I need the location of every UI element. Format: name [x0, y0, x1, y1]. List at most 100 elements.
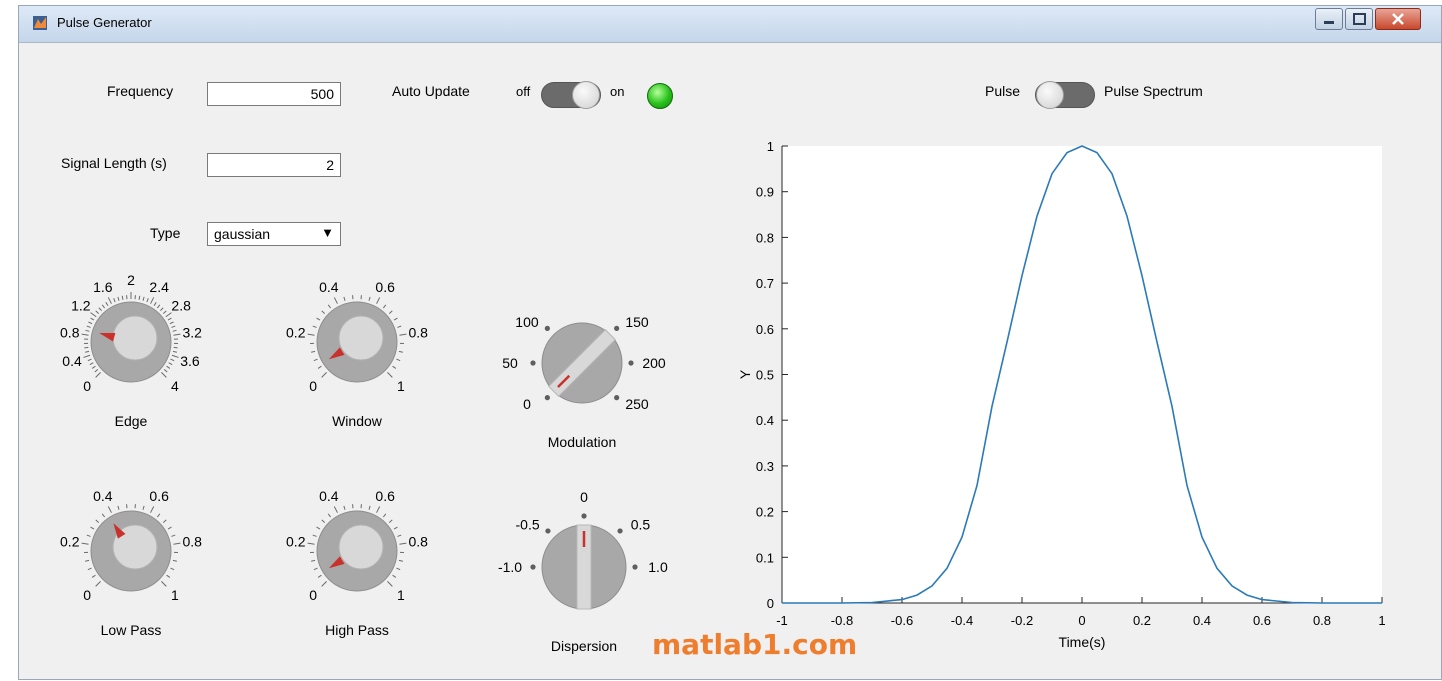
- knob-tick: [369, 297, 370, 301]
- x-tick-label: 1: [1378, 613, 1385, 628]
- knob-tick: [314, 568, 318, 570]
- maximize-icon: [1346, 9, 1372, 29]
- knob-tick-label: 0.8: [409, 533, 429, 549]
- knob-tick: [102, 514, 104, 517]
- knob-tick: [313, 326, 317, 327]
- switch-dot: [632, 564, 637, 569]
- knob-tick: [167, 366, 170, 368]
- knob-tick: [87, 326, 91, 327]
- knob-tick-label: 3.6: [180, 353, 200, 369]
- knob-tick: [377, 297, 380, 303]
- knob-tick: [161, 581, 166, 586]
- knob-tick: [157, 514, 159, 517]
- x-tick-label: 0.6: [1253, 613, 1271, 628]
- knob-tick-label: 0.6: [375, 279, 395, 295]
- knob-tick: [160, 308, 163, 311]
- knob-tick-label: 0.4: [319, 279, 339, 295]
- knob-tick: [396, 359, 400, 361]
- high-pass-label: High Pass: [325, 622, 389, 638]
- maximize-button[interactable]: [1345, 8, 1373, 30]
- knob-tick: [311, 351, 315, 352]
- knob-tick-label: 1.2: [71, 298, 91, 314]
- x-tick-label: -0.4: [951, 613, 973, 628]
- x-tick-label: -1: [776, 613, 788, 628]
- switch-state-label: 0: [523, 396, 531, 412]
- switch-dot: [614, 395, 619, 400]
- switch-dot: [617, 528, 622, 533]
- knob-tick: [308, 334, 315, 335]
- knob-tick: [387, 581, 392, 586]
- low-pass-label: Low Pass: [101, 622, 162, 638]
- knob-tick: [322, 520, 325, 523]
- knob-tick: [108, 297, 111, 303]
- switch-state-label: 150: [625, 314, 649, 330]
- knob-tick: [139, 296, 140, 300]
- window-label: Window: [332, 413, 383, 429]
- knob-tick: [143, 297, 144, 301]
- knob-tick-label: 0.4: [319, 488, 339, 504]
- pulse-spectrum-label: Pulse Spectrum: [1104, 83, 1203, 99]
- knob-tick: [96, 372, 101, 377]
- knob-tick: [377, 506, 380, 512]
- switch-state-label: 0.5: [631, 517, 651, 533]
- knob-tick: [311, 560, 315, 561]
- knob-tick: [95, 369, 98, 372]
- knob-tick-label: 0.2: [286, 324, 306, 340]
- switch-state-label: 200: [642, 355, 666, 371]
- knob-tick: [397, 326, 401, 327]
- knob-tick: [96, 520, 99, 523]
- x-tick-label: 0.2: [1133, 613, 1151, 628]
- knob-tick: [154, 302, 156, 305]
- knob-tick: [91, 318, 94, 320]
- knob-tick: [322, 311, 325, 314]
- y-tick-label: 0.4: [756, 413, 774, 428]
- y-tick-label: 0.6: [756, 322, 774, 337]
- knob-tick: [85, 330, 89, 331]
- switch-state-label: 50: [502, 355, 518, 371]
- switch-dot: [581, 513, 586, 518]
- x-axis-label: Time(s): [1059, 634, 1106, 650]
- switch-dot: [530, 564, 535, 569]
- y-tick-label: 0.2: [756, 505, 774, 520]
- knob-tick: [168, 318, 171, 320]
- y-tick-label: 0.8: [756, 230, 774, 245]
- knob-tick: [163, 520, 166, 523]
- pulse-spectrum-switch[interactable]: [1035, 82, 1095, 108]
- minimize-button[interactable]: [1315, 8, 1343, 30]
- knob-tick: [334, 297, 337, 303]
- knob-tick: [173, 330, 177, 331]
- knob-tick: [314, 359, 318, 361]
- y-tick-label: 0.1: [756, 550, 774, 565]
- knob-tick-label: 1.6: [93, 279, 113, 295]
- knob-tick: [91, 313, 97, 317]
- knob-tick: [399, 334, 406, 335]
- knob-tick-label: 3.2: [183, 324, 203, 340]
- knob-tick: [88, 322, 92, 324]
- knob-tick-label: 0.4: [62, 353, 82, 369]
- knob-tick-label: 1: [171, 587, 179, 603]
- knob-tick: [172, 355, 179, 357]
- knob-tick: [99, 308, 102, 311]
- knob-tick: [399, 351, 403, 352]
- knob-tick: [102, 305, 104, 308]
- knob-tick: [399, 543, 406, 544]
- switch-thumb: [1036, 81, 1064, 109]
- y-tick-label: 1: [767, 139, 774, 154]
- knob-tick: [83, 355, 90, 357]
- close-button[interactable]: [1375, 8, 1421, 30]
- knob-tick-label: 0.8: [409, 324, 429, 340]
- knob-tick: [313, 535, 317, 536]
- knob-tick: [151, 506, 154, 512]
- knob-tick: [85, 560, 89, 561]
- y-tick-label: 0.9: [756, 185, 774, 200]
- knob-tick: [147, 298, 148, 302]
- minimize-icon: [1316, 9, 1342, 29]
- knob-tick: [318, 366, 321, 368]
